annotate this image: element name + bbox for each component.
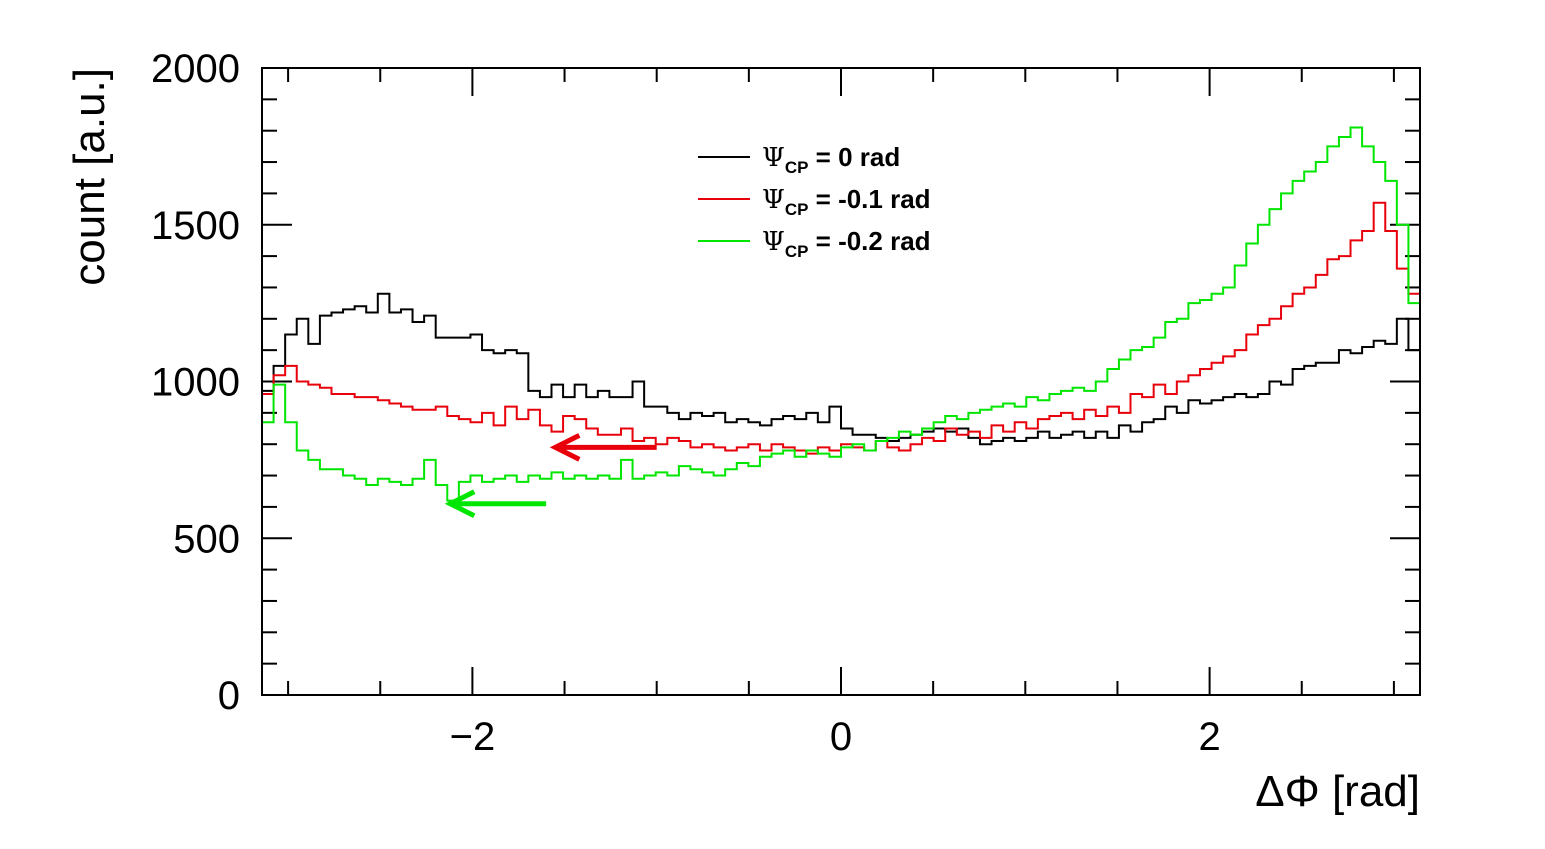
legend-label: = -0.2 rad — [808, 226, 930, 256]
legend-subscript: CP — [785, 200, 809, 219]
x-tick-label: 2 — [1198, 715, 1220, 759]
annotation-arrows — [444, 433, 657, 519]
y-tick-label: 0 — [218, 674, 240, 718]
legend-label: = 0 rad — [808, 142, 900, 172]
plot-frame — [261, 67, 1421, 696]
legend-symbol: Ψ — [762, 227, 785, 257]
legend-entry: ΨCP = 0 rad — [762, 142, 900, 177]
legend-subscript: CP — [785, 158, 809, 177]
y-tick-label: 1500 — [151, 204, 240, 248]
y-tick-label: 500 — [173, 517, 240, 561]
legend-symbol: Ψ — [762, 143, 785, 173]
annotation-arrow-head — [444, 489, 476, 519]
annotation-arrow-head — [549, 433, 581, 462]
x-axis-title: ΔΦ [rad] — [1255, 767, 1420, 816]
legend-symbol: Ψ — [762, 185, 785, 215]
y-tick-label: 2000 — [151, 47, 240, 91]
y-tick-label: 1000 — [151, 361, 240, 405]
legend-subscript: CP — [785, 242, 809, 261]
legend-entry: ΨCP = -0.1 rad — [762, 184, 931, 219]
series-line — [261, 292, 1420, 695]
legend-label: = -0.1 rad — [808, 184, 930, 214]
axis-ticks — [262, 67, 1420, 696]
legend-entry: ΨCP = -0.2 rad — [762, 226, 931, 261]
y-axis-title: count [a.u.] — [65, 68, 114, 286]
x-tick-label: −2 — [450, 715, 496, 759]
x-tick-label: 0 — [830, 715, 852, 759]
axis-tick-labels: −2 0 2 0 500 1000 1500 2000 — [151, 47, 1221, 759]
